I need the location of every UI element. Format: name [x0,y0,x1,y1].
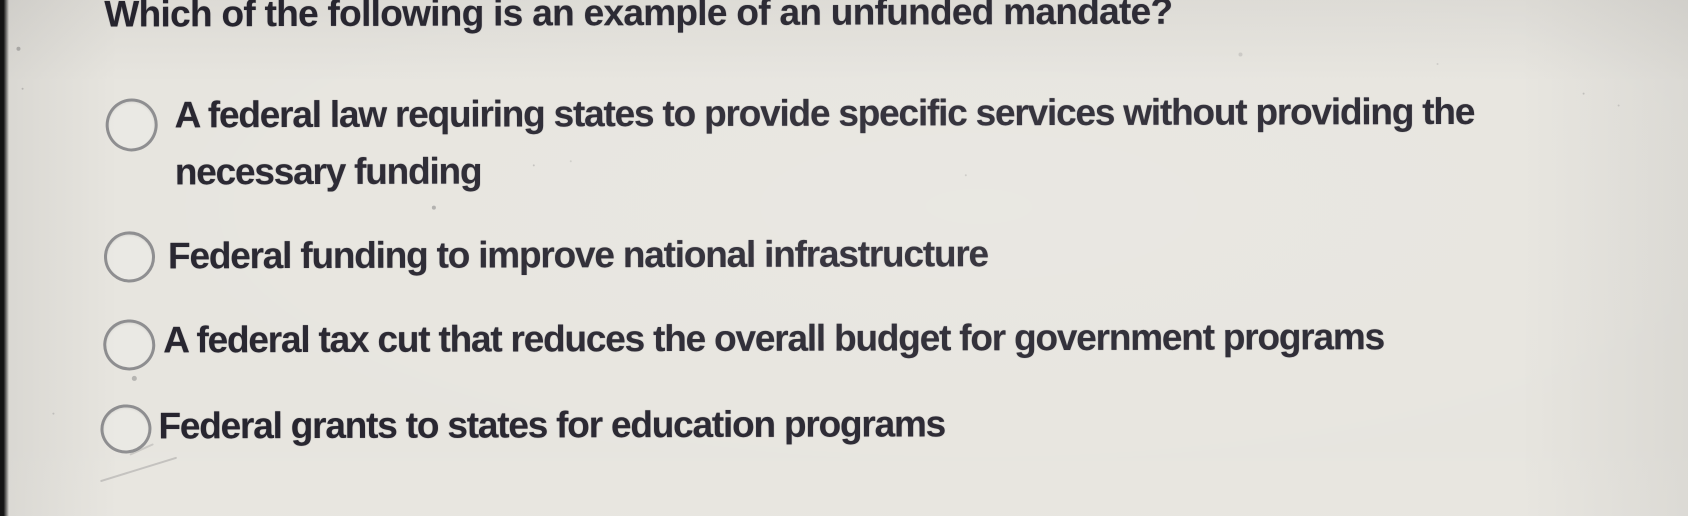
answer-option-4-line-1[interactable]: Federal grants to states for education p… [158,403,946,447]
radio-button-option-3[interactable] [102,318,157,372]
radio-button-option-4[interactable] [98,402,154,456]
answer-option-3[interactable]: A federal tax cut that reduces the overa… [163,308,1384,368]
question-title: Which of the following is an example of … [104,0,1173,35]
answer-option-1-line-2[interactable]: necessary funding [174,150,482,193]
radio-button-option-2[interactable] [102,229,157,285]
answer-option-2[interactable]: Federal funding to improve national infr… [168,225,988,284]
answer-option-3-line-1[interactable]: A federal tax cut that reduces the overa… [163,316,1384,361]
answer-option-1[interactable]: A federal law requiring states to provid… [175,83,1475,200]
answer-option-4[interactable]: Federal grants to states for education p… [158,395,945,454]
radio-button-option-1[interactable] [103,95,161,154]
scratch-mark [100,456,178,483]
answer-option-1-line-1[interactable]: A federal law requiring states to provid… [174,90,1475,136]
screen-edge-bezel [0,0,9,516]
answer-option-2-line-1[interactable]: Federal funding to improve national infr… [167,233,988,277]
